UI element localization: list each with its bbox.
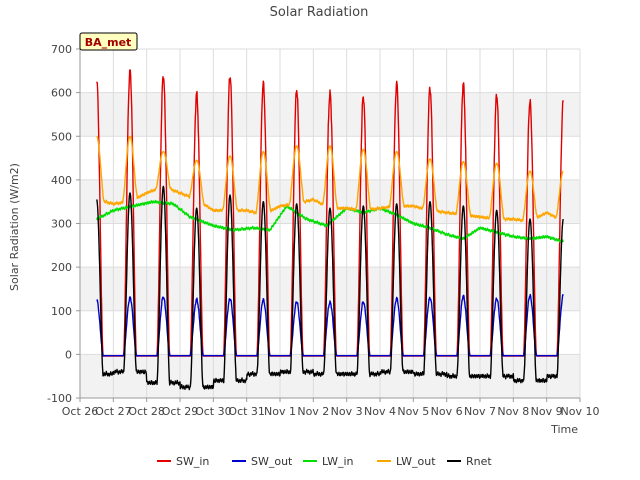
y-tick-label: 0 bbox=[65, 348, 72, 361]
y-tick-label: 100 bbox=[51, 305, 72, 318]
x-tick-label: Nov 6 bbox=[431, 405, 463, 418]
x-tick-label: Oct 26 bbox=[62, 405, 99, 418]
x-tick-label: Nov 2 bbox=[297, 405, 329, 418]
y-tick-label: 400 bbox=[51, 174, 72, 187]
series-line-lw-in bbox=[96, 199, 564, 244]
legend-label: LW_in bbox=[322, 455, 354, 468]
annotation-label: BA_met bbox=[85, 36, 132, 49]
x-tick-label: Nov 3 bbox=[331, 405, 363, 418]
x-tick-label: Oct 29 bbox=[162, 405, 199, 418]
ba-met-annotation: BA_met bbox=[79, 32, 138, 51]
series-line-rnet bbox=[96, 185, 564, 391]
legend: SW_in SW_out LW_in LW_out Rnet bbox=[157, 455, 492, 468]
series-line-lw-out bbox=[96, 135, 564, 223]
x-axis-label: Time bbox=[550, 423, 578, 436]
series-line-sw-out bbox=[96, 293, 564, 357]
grid-band bbox=[80, 354, 580, 398]
x-tick-label: Oct 27 bbox=[95, 405, 132, 418]
x-tick-label: Nov 4 bbox=[364, 405, 396, 418]
series-layer bbox=[96, 69, 564, 391]
legend-label: SW_out bbox=[251, 455, 293, 468]
y-tick-label: 600 bbox=[51, 87, 72, 100]
y-tick-label: 700 bbox=[51, 43, 72, 56]
y-tick-label: 200 bbox=[51, 261, 72, 274]
x-tick-label: Oct 28 bbox=[128, 405, 165, 418]
y-tick-labels: -100 0 100 200 300 400 500 600 700 bbox=[47, 43, 80, 405]
legend-label: LW_out bbox=[396, 455, 436, 468]
y-tick-label: 300 bbox=[51, 218, 72, 231]
y-axis-label: Solar Radiation (W/m2) bbox=[8, 163, 21, 291]
x-tick-label: Oct 31 bbox=[228, 405, 265, 418]
legend-label: Rnet bbox=[466, 455, 492, 468]
x-tick-label: Nov 9 bbox=[531, 405, 563, 418]
x-tick-label: Nov 10 bbox=[561, 405, 600, 418]
x-tick-label: Nov 5 bbox=[397, 405, 429, 418]
x-tick-label: Nov 1 bbox=[264, 405, 296, 418]
chart-title: Solar Radiation bbox=[270, 5, 369, 20]
x-tick-label: Oct 30 bbox=[195, 405, 232, 418]
y-tick-label: 500 bbox=[51, 130, 72, 143]
y-tick-label: -100 bbox=[47, 392, 72, 405]
legend-label: SW_in bbox=[176, 455, 209, 468]
x-tick-label: Nov 7 bbox=[464, 405, 496, 418]
x-tick-label: Nov 8 bbox=[497, 405, 529, 418]
